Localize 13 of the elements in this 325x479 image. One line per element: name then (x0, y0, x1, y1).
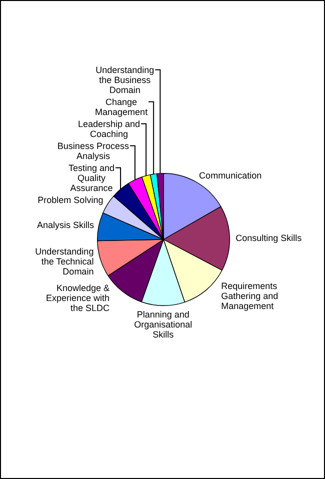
slice-label: Testing and Quality Assurance (68, 162, 115, 193)
slice-label: Leadership and Coaching (78, 118, 140, 139)
slice-label: Communication (199, 170, 262, 180)
slice-label: Understanding the Technical Domain (35, 246, 94, 276)
slice-label: Planning and Organisational Skills (134, 310, 192, 340)
slice-label: Business Process Analysis (57, 140, 130, 161)
slice-label: Change Management (95, 96, 148, 117)
slice-label: Problem Solving (38, 194, 104, 205)
slice-label: Analysis Skills (37, 220, 95, 230)
slice-label: Requirements Gathering and Management (221, 280, 278, 311)
slice-label: Knowledge & Experience with the SLDC (46, 282, 110, 313)
slice-label: Consulting Skills (236, 233, 302, 244)
slice-label: Understanding the Business Domain (96, 64, 154, 95)
